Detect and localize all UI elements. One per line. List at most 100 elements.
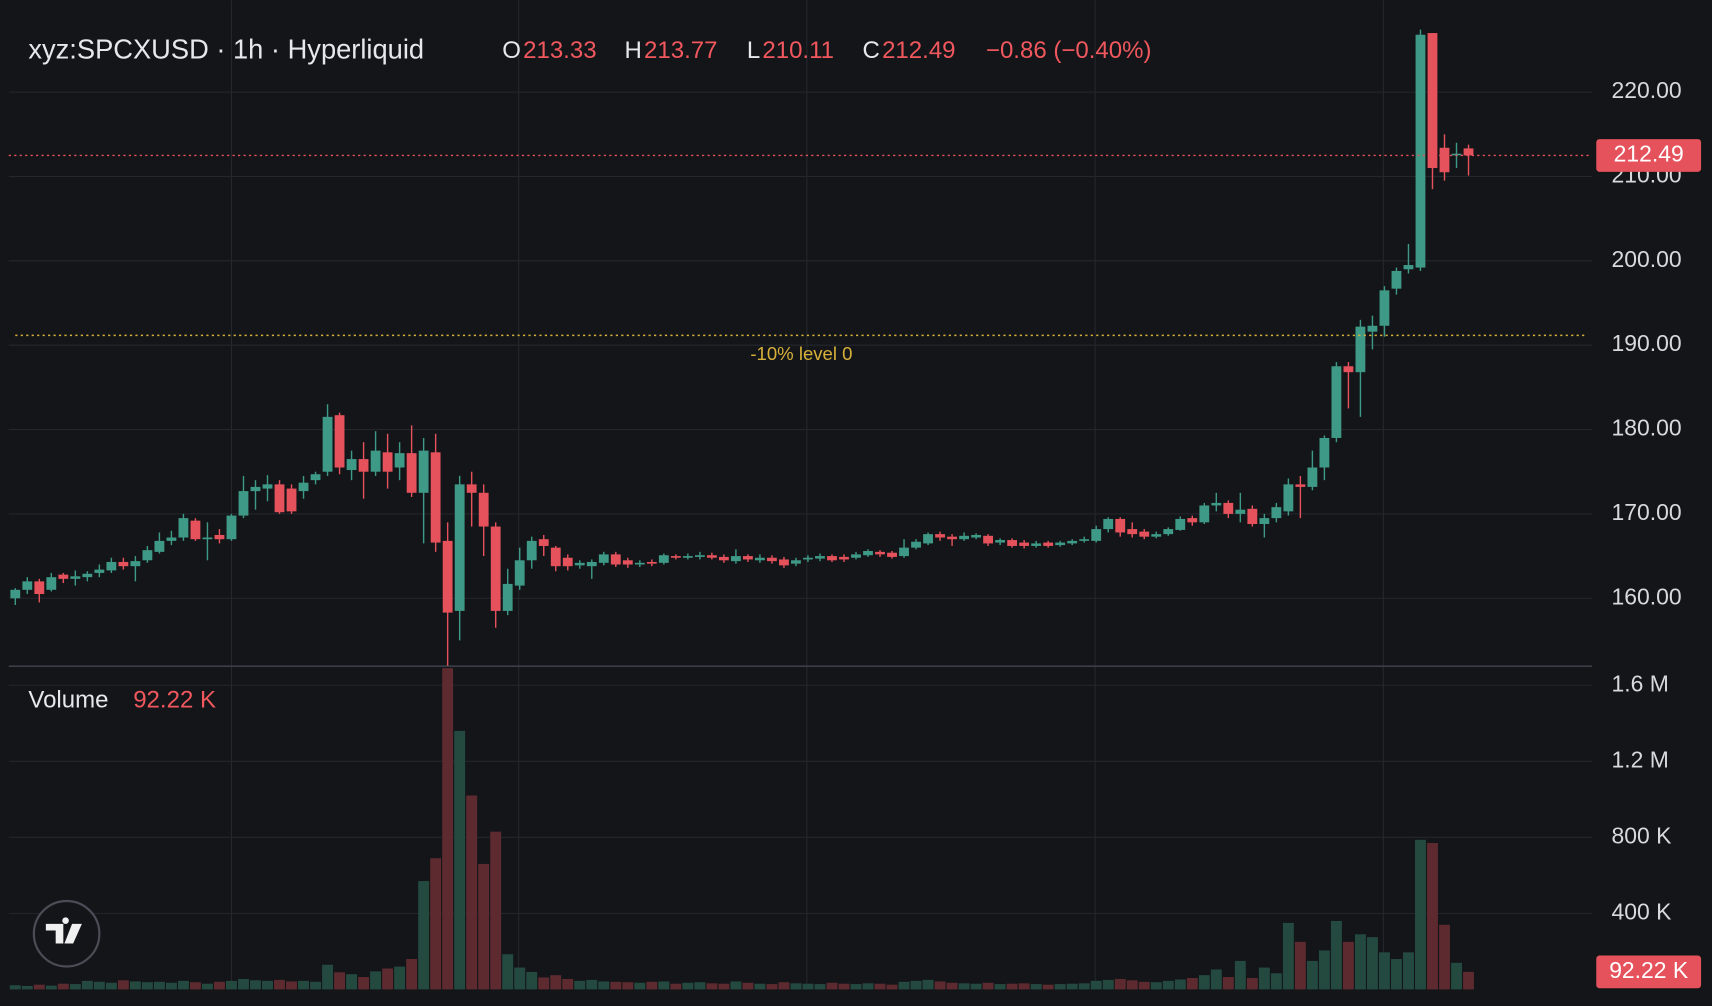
candle-body <box>1007 540 1018 546</box>
candle-body <box>538 539 549 546</box>
candle-body <box>1403 265 1414 270</box>
volume-bar <box>1114 978 1126 990</box>
volume-bar <box>742 982 754 990</box>
volume-bar <box>334 972 346 990</box>
volume-bar <box>262 980 273 990</box>
volume-bar <box>358 977 370 990</box>
volume-bar <box>177 980 189 990</box>
candle-body <box>995 540 1006 543</box>
volume-tick-label: 1.2 M <box>1612 746 1669 772</box>
candle-body <box>718 556 729 561</box>
volume-legend-name: Volume <box>28 687 108 714</box>
volume-bar <box>1210 969 1222 990</box>
candle-body <box>1067 540 1078 544</box>
volume-bar <box>93 981 105 990</box>
candle-body <box>214 534 225 540</box>
candle-body <box>382 452 393 472</box>
volume-bar <box>826 982 838 990</box>
volume-bar <box>682 982 694 990</box>
candle-body <box>1427 33 1438 169</box>
volume-bar <box>1102 979 1114 990</box>
candle-body <box>490 526 501 611</box>
volume-bar <box>994 984 1006 990</box>
candle-body <box>466 484 477 493</box>
y-tick-label: 190.00 <box>1612 330 1682 356</box>
volume-bar <box>598 981 610 990</box>
volume-bar <box>958 983 970 990</box>
candle-body <box>803 557 813 560</box>
volume-bar <box>862 983 874 990</box>
volume-bar <box>33 984 45 990</box>
volume-bar <box>105 982 117 990</box>
candle-body <box>310 474 321 481</box>
volume-bar <box>562 978 574 990</box>
volume-bar <box>874 983 886 990</box>
volume-bar <box>886 984 898 990</box>
candle-body <box>1439 147 1450 173</box>
volume-bar <box>526 971 538 990</box>
volume-bar <box>165 982 177 990</box>
candle-body <box>22 581 33 590</box>
candle-body <box>1019 542 1030 546</box>
volume-bar <box>1258 967 1270 990</box>
volume-bar <box>610 981 622 990</box>
y-tick-label: 160.00 <box>1612 583 1682 609</box>
candle-body <box>755 557 765 561</box>
candle-body <box>1199 505 1210 523</box>
volume-bar <box>694 982 706 990</box>
volume-bar <box>1198 975 1210 990</box>
volume-bar <box>418 881 430 990</box>
candle-body <box>1247 508 1258 525</box>
time-grid <box>230 0 1384 990</box>
volume-tick-label: 800 K <box>1612 822 1673 848</box>
volume-bar <box>838 983 850 990</box>
candle-body <box>815 556 825 559</box>
volume-bar <box>1066 983 1078 990</box>
volume-bar <box>1282 922 1294 990</box>
volume-bar <box>1439 924 1450 990</box>
candle-body <box>238 491 249 516</box>
candle-body <box>394 453 405 468</box>
last-price-label: 212.49 <box>1614 141 1684 167</box>
candle-body <box>526 540 537 561</box>
candle-body <box>730 556 741 562</box>
volume-bar <box>226 980 237 990</box>
last-price-badge <box>1596 139 1702 172</box>
candle-body <box>767 557 777 562</box>
candle-body <box>562 557 573 567</box>
candle-body <box>670 556 681 558</box>
volume-bar <box>946 982 958 990</box>
volume-bar <box>910 980 922 990</box>
candle-body <box>178 518 189 538</box>
candle-body <box>1139 531 1150 537</box>
volume-bar <box>454 730 466 990</box>
candle-body <box>1187 518 1198 523</box>
volume-bar <box>1403 952 1414 990</box>
candle-body <box>658 555 669 563</box>
volume-bar <box>1042 984 1054 990</box>
volume-bar <box>1378 952 1390 990</box>
tradingview-logo <box>32 899 101 968</box>
volume-bar <box>117 980 129 990</box>
candle-body <box>502 583 513 611</box>
candle-body <box>1223 502 1234 514</box>
candle-body <box>154 540 165 552</box>
overlay-layer: xyz:SPCXUSD · 1h · Hyperliquid Volume 92… <box>8 34 1702 989</box>
volume-bar <box>129 981 141 990</box>
volume-bar <box>1415 839 1426 990</box>
candle-body <box>82 573 93 578</box>
volume-bar <box>574 980 586 990</box>
volume-bar <box>790 983 802 990</box>
volume-bar <box>766 984 778 990</box>
volume-bar <box>69 984 81 990</box>
volume-bar <box>1318 950 1330 990</box>
candle-body <box>1043 542 1054 546</box>
ohlc-value: 213.77 <box>644 37 717 64</box>
candle-body <box>586 561 597 567</box>
volume-bar <box>9 985 21 990</box>
volume-bar <box>370 971 382 990</box>
candle-body <box>358 459 369 472</box>
candle-body <box>1295 484 1306 487</box>
candle-body <box>34 581 45 595</box>
candle-body <box>742 556 753 560</box>
